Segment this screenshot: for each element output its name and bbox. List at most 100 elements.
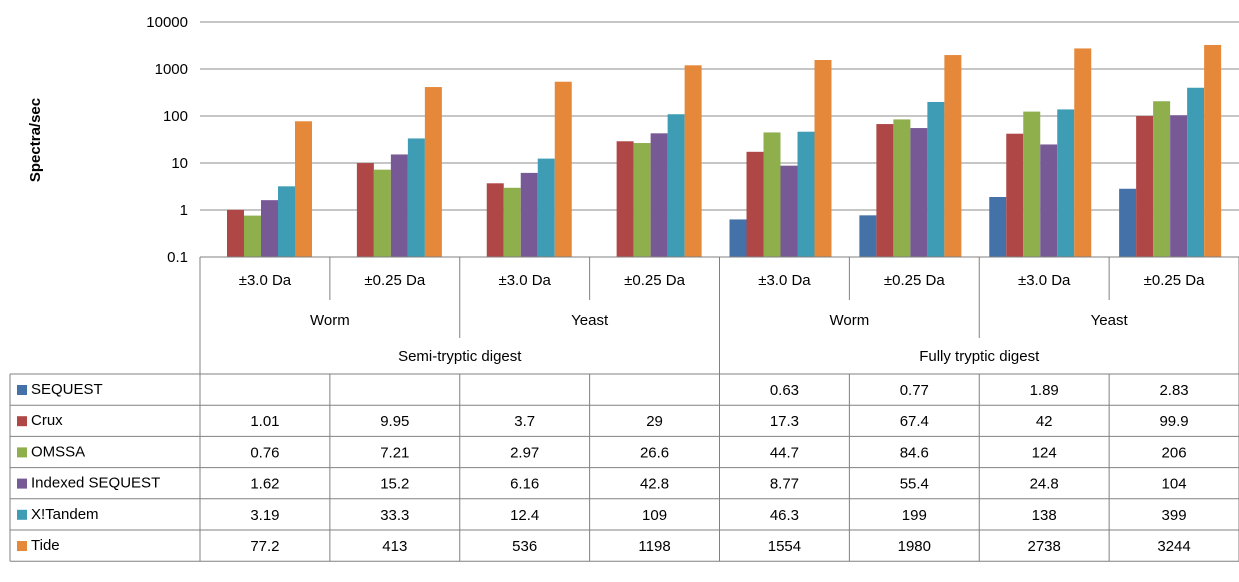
group-label: Yeast <box>571 312 609 329</box>
group-label: Worm <box>830 312 870 329</box>
data-label: 1.62 <box>250 476 279 493</box>
data-label: 12.4 <box>510 507 539 524</box>
legend-swatch <box>17 509 27 520</box>
x-tick-label: ±3.0 Da <box>498 272 551 289</box>
legend-label: SEQUEST <box>31 381 103 398</box>
x-tick-label: ±0.25 Da <box>624 272 685 289</box>
data-label: 44.7 <box>770 444 799 461</box>
data-label: 3.19 <box>250 507 279 524</box>
legend-swatch <box>17 478 27 489</box>
bar-omssa <box>1153 101 1171 258</box>
bar-omssa <box>503 187 521 257</box>
bar-crux <box>876 124 894 258</box>
legend-label: OMSSA <box>31 443 85 460</box>
data-label: 124 <box>1032 444 1057 461</box>
legend-label: Indexed SEQUEST <box>31 475 160 492</box>
data-label: 199 <box>902 507 927 524</box>
data-label: 1.01 <box>250 413 279 430</box>
bar-sequest <box>859 215 877 257</box>
bar-crux <box>227 209 244 257</box>
bar-indexed-sequest <box>780 165 798 257</box>
x-tick-label: ±0.25 Da <box>364 272 425 289</box>
data-label: 206 <box>1162 444 1187 461</box>
bar-tide <box>814 60 832 257</box>
data-label: 1554 <box>768 538 801 555</box>
legend-swatch <box>17 416 27 427</box>
bar-omssa <box>763 132 781 257</box>
bar-x-tandem <box>797 131 815 257</box>
y-tick-label: 1000 <box>155 61 188 78</box>
bar-crux <box>746 151 764 257</box>
bar-crux <box>616 141 634 257</box>
bar-crux <box>1136 116 1154 258</box>
bar-omssa <box>893 119 911 257</box>
data-label: 26.6 <box>640 444 669 461</box>
bar-sequest <box>1119 188 1137 257</box>
x-tick-label: ±0.25 Da <box>1144 272 1205 289</box>
group-label: Worm <box>310 312 350 329</box>
x-tick-label: ±3.0 Da <box>239 272 292 289</box>
bar-indexed-sequest <box>261 200 278 257</box>
bar-tide <box>295 121 312 258</box>
bar-omssa <box>244 215 261 257</box>
data-label: 413 <box>382 538 407 555</box>
y-tick-label: 10 <box>171 155 188 172</box>
y-tick-label: 100 <box>163 108 188 125</box>
data-label: 104 <box>1162 476 1187 493</box>
data-label: 67.4 <box>900 413 929 430</box>
bar-tide <box>684 65 702 257</box>
bar-crux <box>1006 133 1024 257</box>
data-label: 0.77 <box>900 382 929 399</box>
legend-label: Tide <box>31 537 60 554</box>
data-label: 77.2 <box>250 538 279 555</box>
axes: 10000 1000 100 10 1 0.1 <box>146 14 1239 266</box>
data-label: 24.8 <box>1030 476 1059 493</box>
data-label: 399 <box>1162 507 1187 524</box>
x-tick-label: ±0.25 Da <box>884 272 945 289</box>
data-label: 84.6 <box>900 444 929 461</box>
group-label: Yeast <box>1091 312 1129 329</box>
bar-indexed-sequest <box>650 133 668 257</box>
y-tick-label: 10000 <box>146 14 188 31</box>
data-label: 3244 <box>1157 538 1190 555</box>
data-label: 7.21 <box>380 444 409 461</box>
y-axis-label: Spectra/sec <box>27 98 44 182</box>
bar-tide <box>1204 44 1222 257</box>
legend-label: Crux <box>31 412 63 429</box>
data-label: 0.76 <box>250 444 279 461</box>
data-label: 42 <box>1036 413 1053 430</box>
data-label: 17.3 <box>770 413 799 430</box>
data-label: 99.9 <box>1159 413 1188 430</box>
digest-label: Semi-tryptic digest <box>398 348 522 365</box>
data-label: 6.16 <box>510 476 539 493</box>
bar-x-tandem <box>1057 109 1075 257</box>
data-label: 15.2 <box>380 476 409 493</box>
bar-indexed-sequest <box>520 172 538 257</box>
data-label: 0.63 <box>770 382 799 399</box>
data-label: 1198 <box>638 538 670 555</box>
bar-crux <box>356 163 374 257</box>
data-label: 3.7 <box>514 413 535 430</box>
bar-crux <box>486 183 504 257</box>
data-label: 2.97 <box>510 444 539 461</box>
bar-x-tandem <box>667 114 685 257</box>
data-label: 2.83 <box>1159 382 1188 399</box>
legend-swatch <box>17 541 27 551</box>
legend-label: X!Tandem <box>31 506 99 523</box>
bar-sequest <box>729 219 747 257</box>
bar-x-tandem <box>278 186 295 257</box>
legend-swatch <box>17 385 27 395</box>
bar-tide <box>1074 48 1092 257</box>
data-label: 33.3 <box>380 507 409 524</box>
data-label: 9.95 <box>380 413 409 430</box>
bar-x-tandem <box>407 138 425 257</box>
x-tick-label: ±3.0 Da <box>758 272 811 289</box>
bar-omssa <box>1023 111 1041 257</box>
x-tick-label: ±3.0 Da <box>1018 272 1071 289</box>
data-label: 46.3 <box>770 507 799 524</box>
bar-x-tandem <box>1187 87 1205 257</box>
y-tick-label: 0.1 <box>167 249 188 266</box>
digest-label: Fully tryptic digest <box>919 348 1040 365</box>
bar-indexed-sequest <box>1040 144 1058 257</box>
data-label: 138 <box>1032 507 1057 524</box>
